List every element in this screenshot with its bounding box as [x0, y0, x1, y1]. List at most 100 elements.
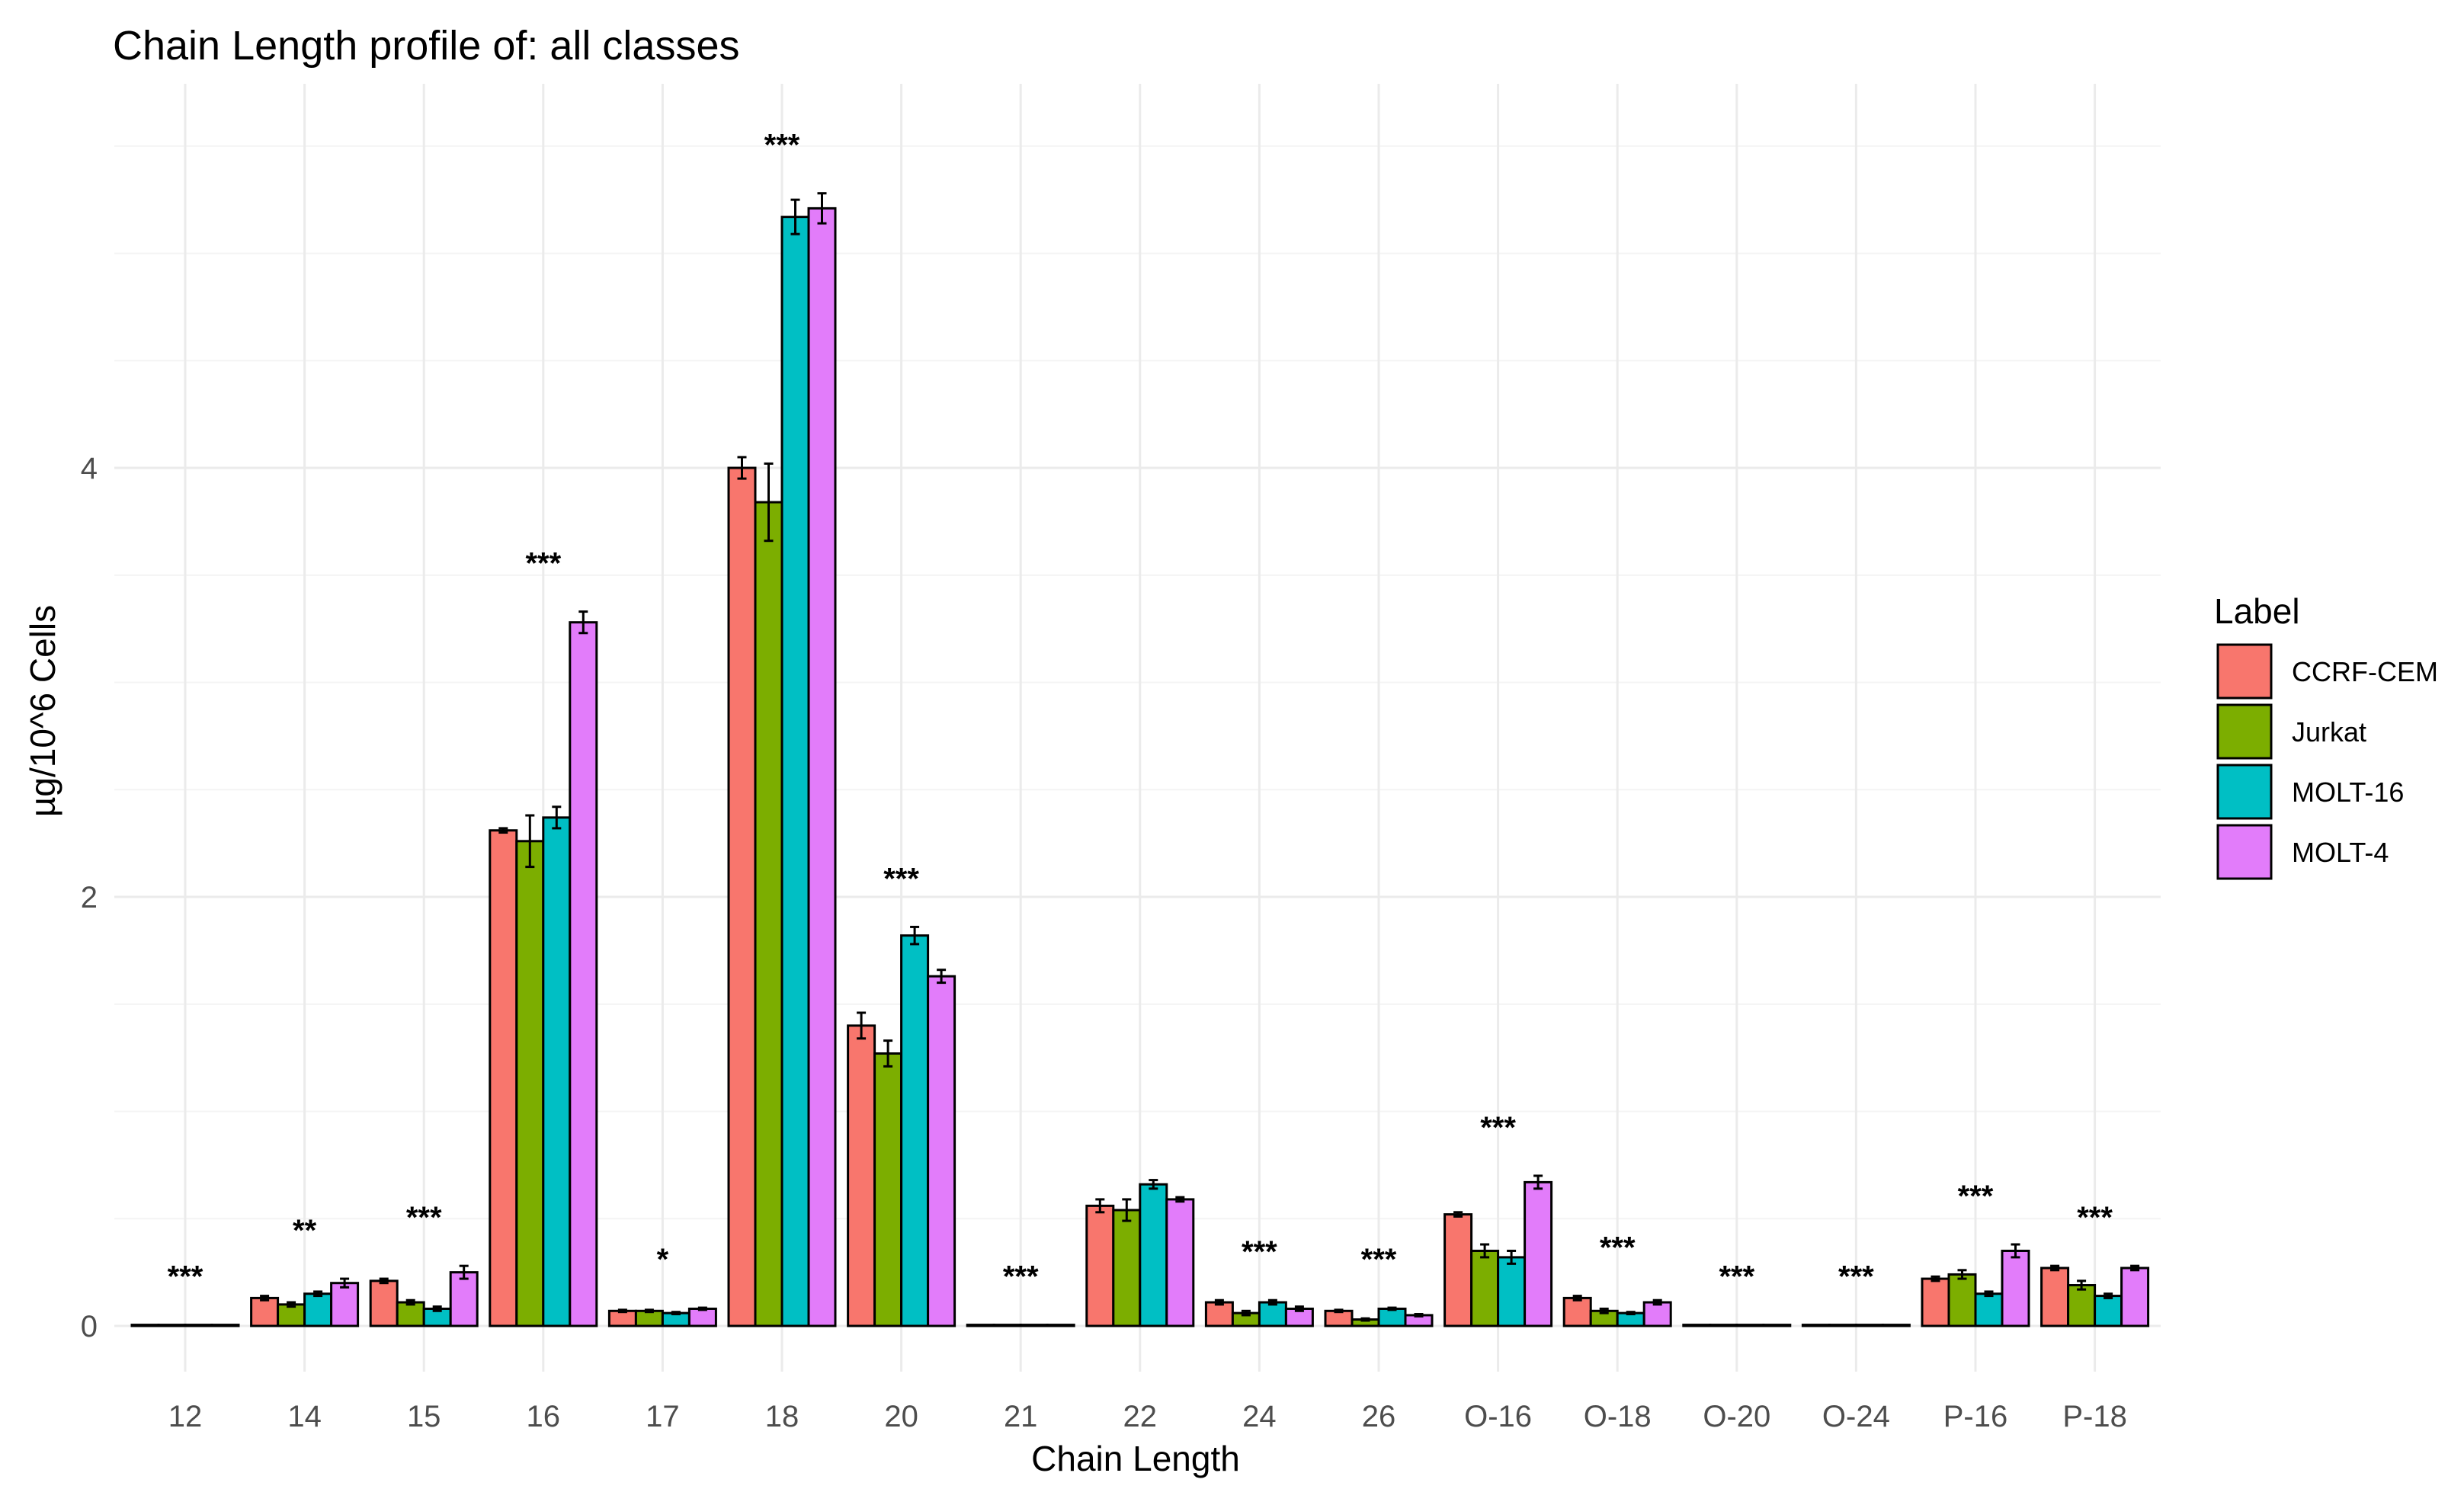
x-tick-label: 14 [287, 1400, 322, 1433]
x-tick-label: 24 [1242, 1400, 1277, 1433]
bar [1470, 1249, 1500, 1327]
bar [1046, 1324, 1075, 1327]
legend-label: MOLT-4 [2292, 837, 2389, 868]
bar [1881, 1324, 1911, 1327]
legend-title: Label [2214, 591, 2300, 631]
bar [754, 501, 783, 1327]
bar [634, 1309, 664, 1327]
bar [2001, 1249, 2030, 1327]
x-tick-label: O-16 [1464, 1400, 1532, 1433]
bar [727, 466, 757, 1327]
chart-title: Chain Length profile of: all classes [113, 23, 739, 69]
significance-label: *** [2077, 1201, 2113, 1234]
bar [1497, 1256, 1527, 1327]
bar [1204, 1301, 1234, 1327]
significance-label: *** [1361, 1243, 1397, 1276]
bar [2120, 1266, 2150, 1327]
bar [396, 1301, 425, 1327]
y-tick-label: 0 [81, 1310, 98, 1343]
bar [900, 934, 930, 1327]
bar [780, 216, 810, 1327]
x-tick-label: O-20 [1703, 1400, 1770, 1433]
significance-label: ** [293, 1214, 317, 1247]
bar [992, 1324, 1022, 1327]
x-tick-label: 18 [765, 1400, 799, 1433]
grid [114, 84, 2161, 1372]
bar [130, 1324, 160, 1327]
bar [1642, 1301, 1672, 1327]
bar [250, 1296, 280, 1327]
bar [184, 1324, 213, 1327]
significance-label: * [657, 1243, 669, 1276]
y-tick-label: 4 [81, 452, 98, 485]
bar [515, 840, 545, 1327]
significance-label: *** [168, 1260, 203, 1294]
legend: Label CCRF-CEM Jurkat MOLT-16 MOLT-4 [2214, 591, 2438, 880]
legend-key [2216, 643, 2273, 700]
y-tick-labels: 0 2 4 [81, 452, 98, 1343]
x-tick-label: P-18 [2062, 1400, 2127, 1433]
bar [303, 1292, 333, 1327]
x-axis-title: Chain Length [1031, 1439, 1240, 1478]
x-tick-label: O-18 [1584, 1400, 1652, 1433]
significance-markers: ***** ******************* ************ ****… [168, 129, 2113, 1294]
bar [1709, 1324, 1738, 1327]
significance-label: *** [883, 862, 919, 895]
bars [130, 207, 2150, 1327]
significance-label: *** [1003, 1260, 1039, 1294]
bar [1377, 1307, 1407, 1327]
legend-label: CCRF-CEM [2292, 656, 2438, 687]
bar [1165, 1198, 1195, 1327]
x-tick-label: O-24 [1822, 1400, 1890, 1433]
bar [687, 1307, 717, 1327]
significance-label: *** [525, 547, 561, 581]
x-tick-label: P-16 [1943, 1400, 2008, 1433]
bar [1085, 1204, 1115, 1327]
bar [1947, 1273, 1977, 1327]
x-tick-label: 15 [407, 1400, 441, 1433]
bar [1258, 1301, 1287, 1327]
x-tick-label: 21 [1004, 1400, 1038, 1433]
bar [542, 816, 572, 1327]
significance-label: *** [764, 129, 800, 162]
bar [927, 975, 956, 1327]
bar [1801, 1324, 1831, 1327]
bar [369, 1279, 399, 1327]
bar [210, 1324, 240, 1327]
legend-key [2216, 703, 2273, 760]
bar [873, 1052, 903, 1327]
significance-label: *** [1242, 1235, 1277, 1269]
legend-label: MOLT-16 [2292, 777, 2404, 808]
bar [2040, 1266, 2070, 1327]
significance-label: *** [1958, 1180, 1994, 1213]
bar [1974, 1292, 2004, 1327]
bar [1443, 1213, 1473, 1327]
x-tick-label: 16 [527, 1400, 561, 1433]
bar [489, 829, 518, 1327]
significance-label: *** [1838, 1260, 1874, 1294]
x-tick-labels: 12 14 15 16 17 18 20 21 22 24 26 O-16 O-18 O-20 O-24 P-… [168, 1400, 2127, 1433]
bar [449, 1271, 479, 1327]
legend-key [2216, 824, 2273, 880]
bar [1735, 1324, 1765, 1327]
bar [1854, 1324, 1884, 1327]
bar [330, 1282, 360, 1327]
bar [607, 1309, 637, 1327]
x-tick-label: 12 [168, 1400, 203, 1433]
bar [157, 1324, 187, 1327]
bar [1828, 1324, 1857, 1327]
error-bars [260, 192, 2140, 1322]
bar [2067, 1284, 2097, 1327]
legend-label: Jurkat [2292, 716, 2366, 748]
y-axis-title: µg/10^6 Cells [23, 605, 62, 817]
significance-label: *** [406, 1201, 442, 1234]
bar [807, 207, 837, 1327]
significance-label: *** [1600, 1231, 1636, 1265]
bar [1524, 1180, 1553, 1327]
bar [2094, 1295, 2123, 1327]
bar [1682, 1324, 1712, 1327]
significance-label: *** [1480, 1111, 1516, 1145]
legend-key [2216, 764, 2273, 820]
bar [847, 1024, 876, 1327]
bar [1762, 1324, 1792, 1327]
